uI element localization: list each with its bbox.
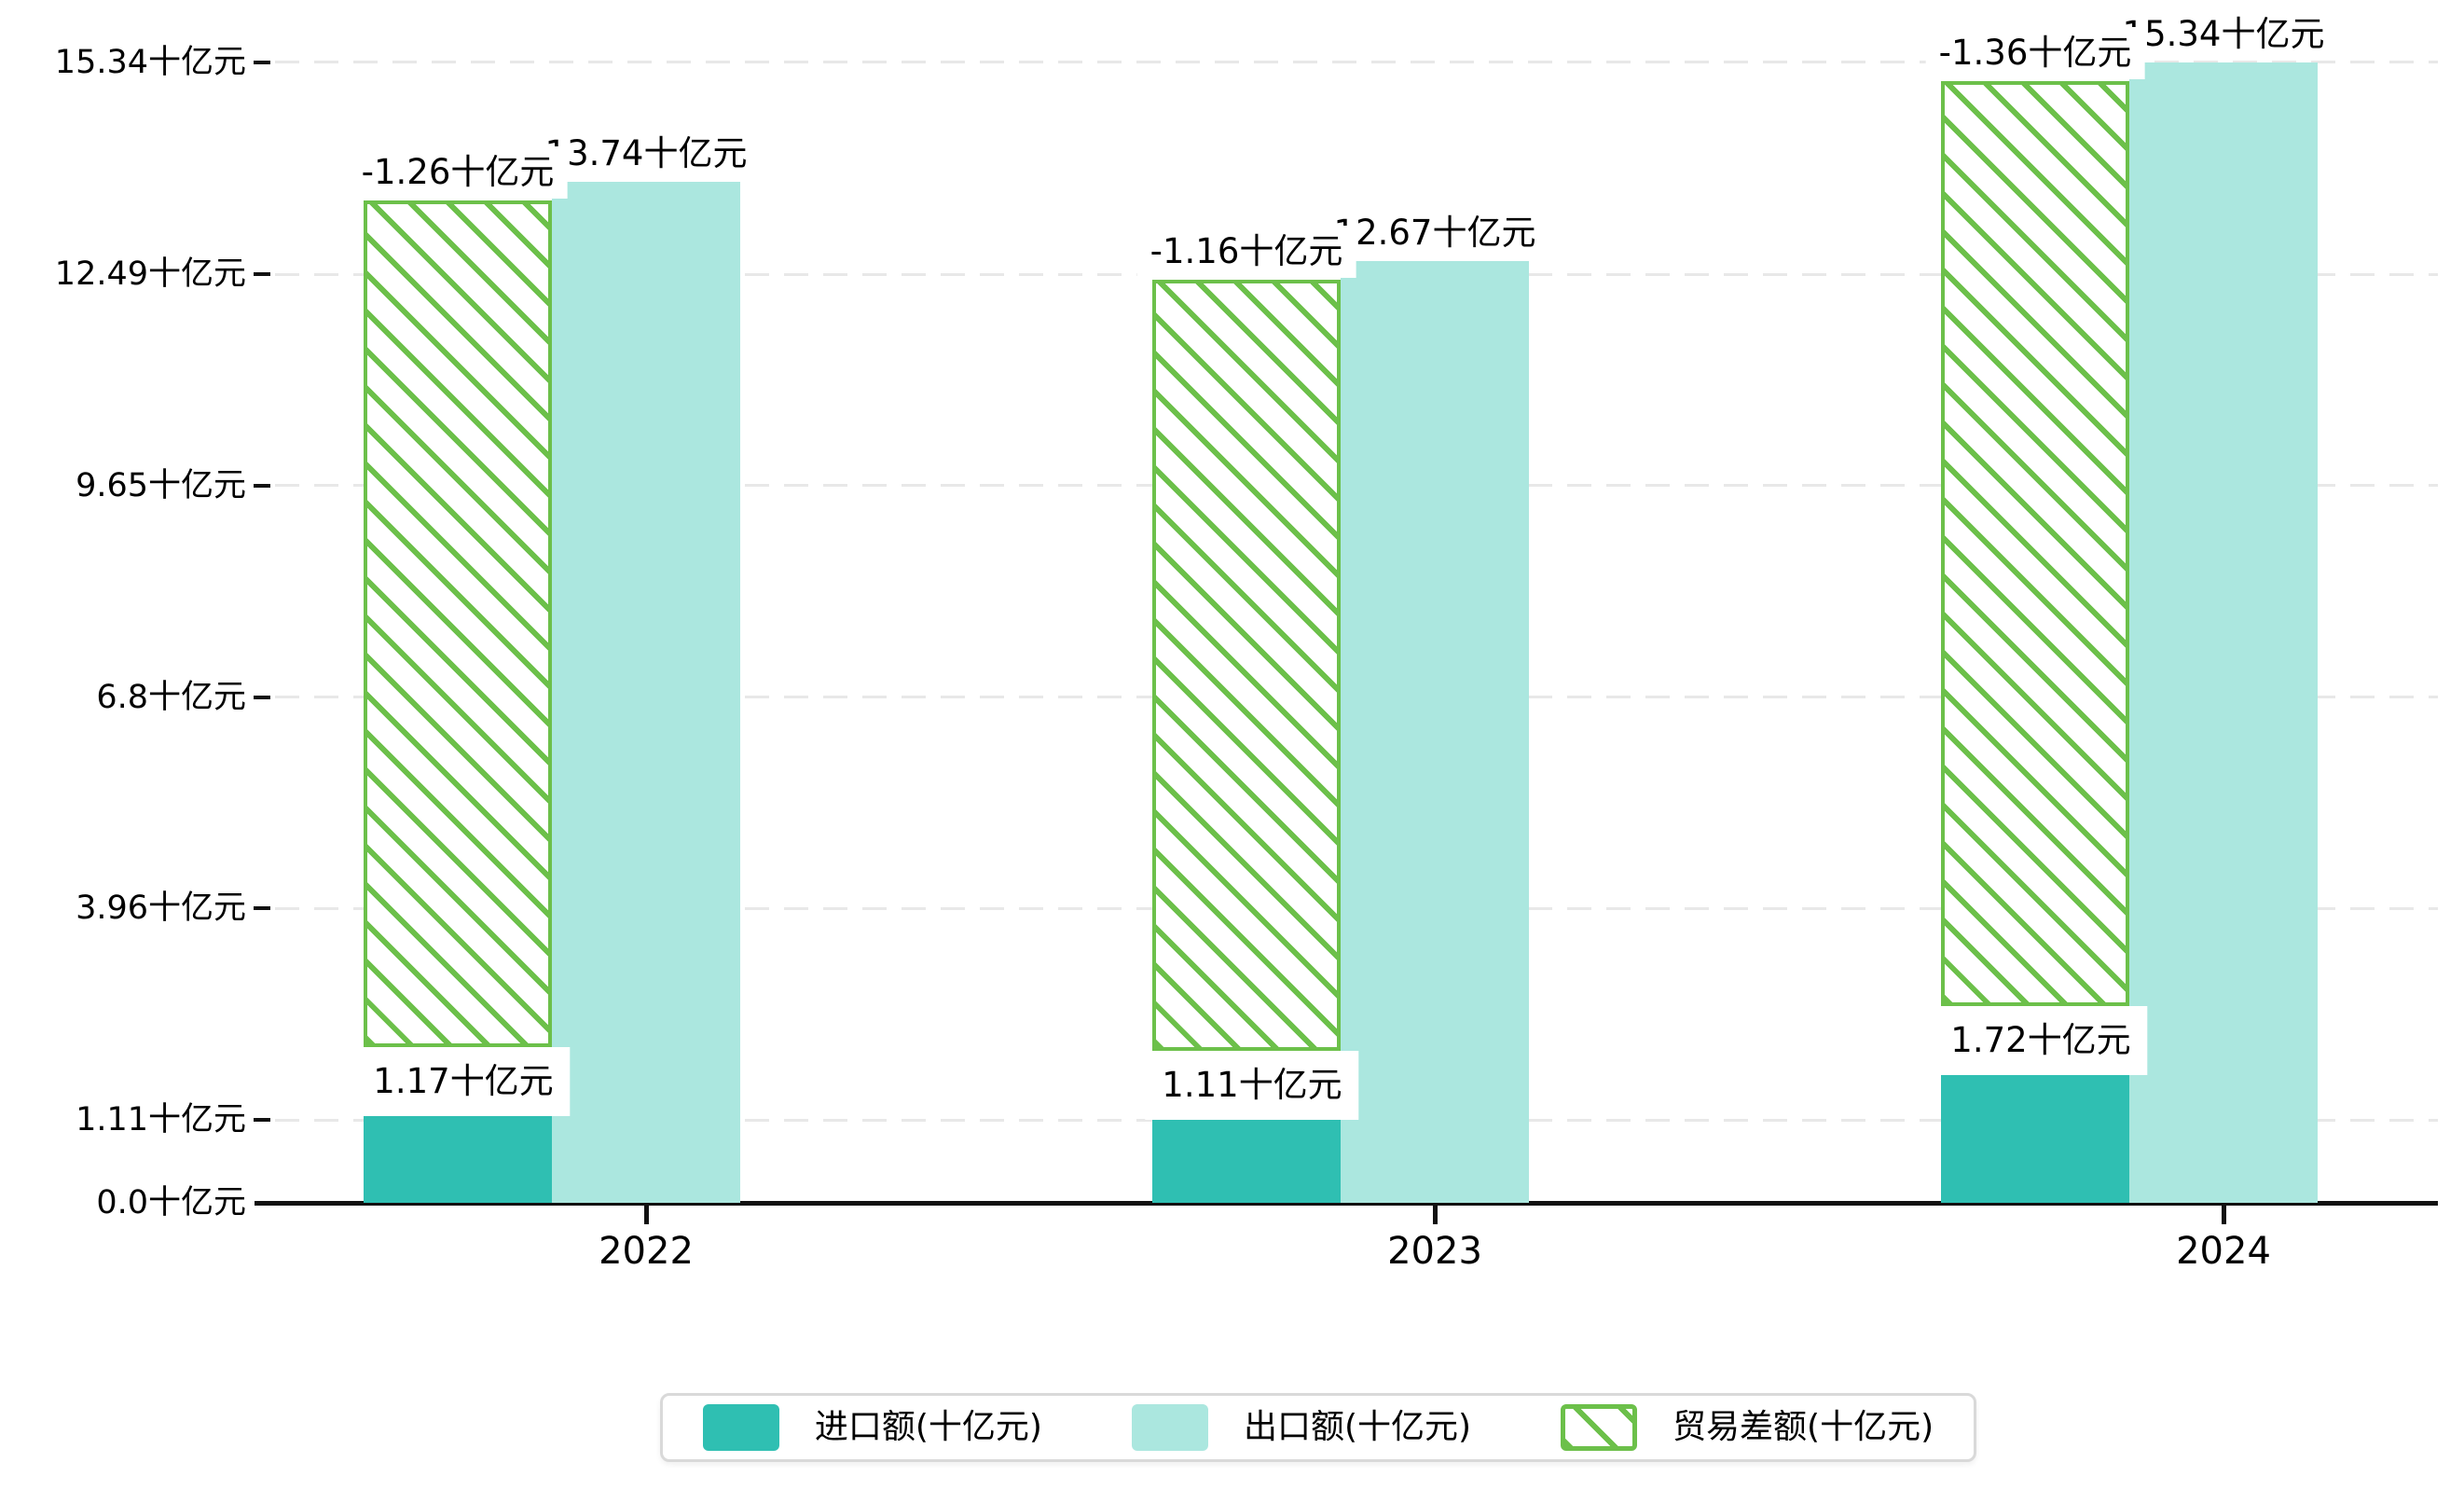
export-bar-2022 xyxy=(552,181,740,1203)
trade-balance-bar-2022 xyxy=(364,200,552,1047)
balance-hatch-swatch-icon xyxy=(1561,1404,1638,1451)
legend-item-export: 出口额(十亿元) xyxy=(1131,1404,1472,1451)
export-bar-2024 xyxy=(2129,62,2318,1203)
x-axis-tick xyxy=(1433,1206,1438,1224)
export-bar-2023 xyxy=(1341,260,1529,1203)
y-axis-tick xyxy=(254,906,270,911)
import-bar-2022 xyxy=(364,1115,552,1203)
legend: 进口额(十亿元) 出口额(十亿元) 贸易差额(十亿元) xyxy=(660,1393,1976,1462)
y-axis-tick-label: 6.8十亿元 xyxy=(96,678,246,716)
trade-balance-value-label: -1.26十亿元 xyxy=(348,145,568,199)
y-axis-tick xyxy=(254,695,270,699)
y-axis-tick xyxy=(254,60,270,64)
x-axis-category-label: 2022 xyxy=(599,1230,694,1273)
trade-balance-value-label: -1.16十亿元 xyxy=(1136,225,1356,278)
import-bar-2023 xyxy=(1152,1120,1341,1203)
import-value-label: 1.11十亿元 xyxy=(1145,1051,1359,1121)
export-value-label: 13.74十亿元 xyxy=(531,127,761,180)
import-value-label: 1.72十亿元 xyxy=(1934,1005,2148,1075)
legend-label-balance: 贸易差额(十亿元) xyxy=(1672,1408,1934,1446)
x-axis-tick xyxy=(644,1206,649,1224)
import-swatch-icon xyxy=(702,1404,779,1451)
trade-balance-bar-2024 xyxy=(1941,80,2129,1006)
y-axis-tick-label: 9.65十亿元 xyxy=(76,466,246,504)
y-axis-tick xyxy=(254,1118,270,1123)
gridline xyxy=(275,61,2438,64)
x-axis-category-label: 2023 xyxy=(1387,1230,1482,1273)
y-axis-tick-label: 0.0十亿元 xyxy=(96,1184,246,1221)
y-axis-tick xyxy=(254,272,270,277)
export-value-label: 12.67十亿元 xyxy=(1320,206,1549,259)
export-swatch-icon xyxy=(1131,1404,1208,1451)
legend-label-export: 出口额(十亿元) xyxy=(1243,1408,1472,1446)
y-axis-tick xyxy=(254,483,270,488)
y-axis-tick-label: 1.11十亿元 xyxy=(76,1101,246,1139)
trade-balance-value-label: -1.36十亿元 xyxy=(1925,26,2145,79)
x-axis-tick xyxy=(2222,1206,2226,1224)
y-axis-tick-label: 12.49十亿元 xyxy=(54,255,246,294)
legend-item-import: 进口额(十亿元) xyxy=(702,1404,1042,1451)
import-bar-2024 xyxy=(1941,1074,2129,1203)
legend-item-balance: 贸易差额(十亿元) xyxy=(1561,1404,1934,1451)
y-axis-tick-label: 15.34十亿元 xyxy=(54,43,246,81)
x-axis-line xyxy=(255,1201,2438,1206)
export-value-label: 15.34十亿元 xyxy=(2109,7,2338,61)
import-value-label: 1.17十亿元 xyxy=(356,1046,571,1116)
legend-label-import: 进口额(十亿元) xyxy=(814,1408,1042,1446)
x-axis-category-label: 2024 xyxy=(2176,1230,2271,1273)
trade-balance-bar-2023 xyxy=(1152,279,1341,1052)
y-axis-tick-label: 3.96十亿元 xyxy=(76,890,246,928)
